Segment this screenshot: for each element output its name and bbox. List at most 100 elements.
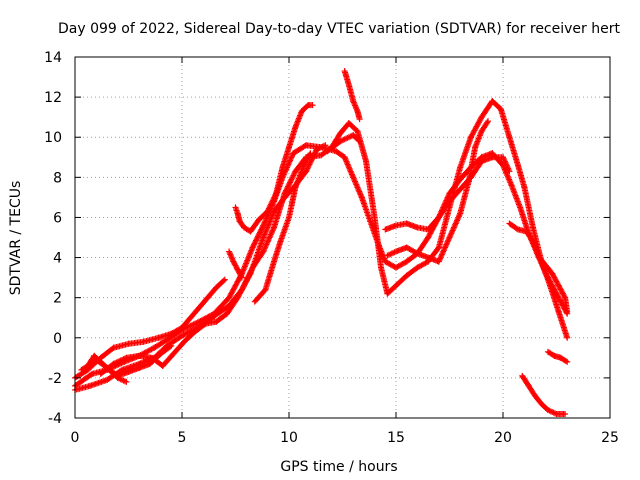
data-point	[561, 293, 568, 300]
data-point	[266, 204, 273, 211]
y-axis-label: SDTVAR / TECUs	[8, 181, 24, 296]
data-point	[306, 151, 313, 158]
data-point	[254, 233, 261, 240]
data-point	[167, 343, 174, 350]
series-track-14	[544, 348, 571, 365]
data-point	[287, 177, 294, 184]
data-point	[285, 182, 292, 189]
series-track-3	[72, 276, 228, 381]
x-tick-label: 25	[601, 430, 619, 446]
series-track-5	[251, 150, 314, 305]
data-point	[484, 119, 491, 126]
data-point	[256, 230, 263, 237]
y-tick-label: 12	[44, 90, 62, 106]
x-tick-label: 0	[71, 430, 80, 446]
x-tick-label: 20	[494, 430, 512, 446]
data-point	[123, 378, 130, 385]
data-point	[289, 175, 296, 182]
data-point	[250, 241, 257, 248]
data-point	[264, 208, 271, 215]
data-point	[356, 116, 363, 123]
x-tick-label: 5	[178, 430, 187, 446]
data-point	[271, 193, 278, 200]
data-point	[307, 150, 314, 157]
plot-frame	[74, 56, 611, 419]
series-track-13	[519, 372, 569, 417]
data-point	[413, 249, 420, 256]
data-point	[265, 205, 272, 212]
data-point	[309, 102, 316, 109]
data-point	[506, 168, 513, 175]
data-point	[256, 229, 263, 236]
series-track-10	[382, 154, 513, 233]
data-point	[251, 240, 258, 247]
data-point	[564, 358, 571, 365]
data-point	[285, 183, 292, 190]
axis-ticks: 0 5 10 15 20 25 -4 -2 0 2 4 6 8 10 12 14	[44, 50, 619, 446]
data-point	[322, 142, 329, 149]
data-point	[564, 308, 571, 315]
y-tick-label: 14	[44, 50, 62, 66]
data-point	[249, 244, 256, 251]
data-point	[513, 225, 520, 232]
data-point	[562, 410, 569, 417]
data-point	[267, 202, 274, 209]
data-point	[288, 176, 295, 183]
series-track-16	[78, 352, 130, 385]
data-point	[254, 234, 261, 241]
y-tick-label: 2	[53, 291, 62, 307]
data-point	[246, 271, 253, 278]
data-point	[269, 198, 276, 205]
y-tick-label: 4	[53, 251, 62, 267]
data-point	[355, 137, 362, 144]
data-point	[529, 237, 536, 244]
series-track-6	[232, 102, 316, 235]
data-point	[290, 172, 297, 179]
data-point	[257, 227, 264, 234]
data-point	[268, 200, 275, 207]
data-point	[238, 273, 245, 280]
data-point	[109, 345, 116, 352]
data-point	[291, 171, 298, 178]
data-point	[286, 180, 293, 187]
series-track-11	[384, 118, 492, 265]
data-point	[220, 277, 227, 284]
chart-title: Day 099 of 2022, Sidereal Day-to-day VTE…	[58, 21, 620, 37]
y-tick-label: 6	[53, 210, 62, 226]
data-point	[562, 358, 569, 365]
x-tick-label: 15	[387, 430, 405, 446]
data-point	[287, 179, 294, 186]
data-point	[238, 274, 245, 281]
data-point	[253, 236, 260, 243]
data-point	[252, 239, 259, 246]
y-tick-label: 0	[53, 331, 62, 347]
data-point	[564, 334, 571, 341]
series-track-7	[226, 248, 245, 281]
data-point	[272, 191, 279, 198]
data-points	[72, 68, 571, 417]
data-point	[252, 237, 259, 244]
data-point	[284, 184, 291, 191]
data-point	[270, 195, 277, 202]
x-tick-label: 10	[280, 430, 298, 446]
x-axis-label: GPS time / hours	[280, 459, 397, 475]
data-point	[269, 197, 276, 204]
y-tick-label: -2	[48, 371, 62, 387]
data-point	[312, 149, 319, 156]
series-track-12	[506, 220, 571, 315]
data-point	[289, 173, 296, 180]
data-point	[265, 207, 272, 214]
series-track-8	[341, 68, 363, 123]
data-point	[356, 138, 363, 145]
data-point	[271, 194, 278, 201]
y-tick-label: -4	[48, 411, 62, 427]
data-point	[221, 276, 228, 283]
y-tick-label: 10	[44, 130, 62, 146]
series-track-9	[324, 132, 363, 155]
data-point	[267, 201, 274, 208]
series-track-4	[97, 142, 329, 377]
data-point	[168, 342, 175, 349]
data-point	[255, 232, 262, 239]
